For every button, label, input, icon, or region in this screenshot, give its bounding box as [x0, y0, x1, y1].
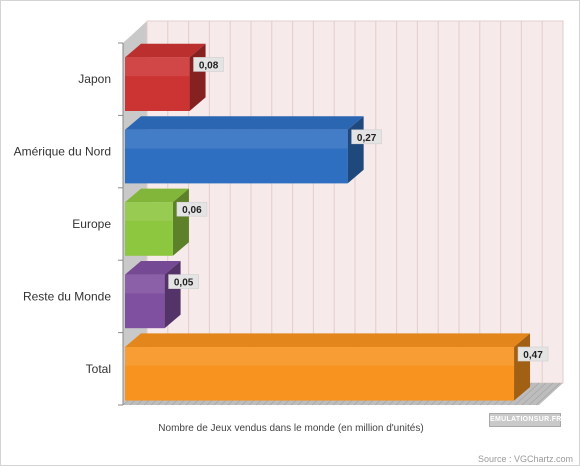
value-label-box — [176, 201, 208, 217]
value-label: 0,06 — [182, 205, 202, 216]
value-label: 0,08 — [199, 60, 219, 71]
bar-top-face — [125, 188, 189, 203]
floor-hatch — [535, 382, 561, 406]
source-note: Source : VGChartz.com — [477, 454, 573, 464]
floor-hatch — [528, 382, 554, 406]
category-label: Amérique du Nord — [14, 145, 111, 159]
bar-top-face — [125, 261, 181, 275]
floor-hatch — [521, 382, 547, 406]
watermark-logo: EMULATIONSUR.FR — [489, 413, 561, 427]
value-label-box — [351, 129, 382, 145]
bar-top-face — [125, 116, 364, 130]
floor-hatch — [514, 382, 540, 406]
x-axis-label: Nombre de Jeux vendus dans le monde (en … — [158, 423, 424, 434]
value-label: 0,05 — [174, 278, 194, 289]
category-label: Reste du Monde — [23, 289, 111, 303]
bar-highlight — [125, 202, 173, 221]
bar-highlight — [125, 347, 515, 366]
bar-highlight — [125, 274, 165, 294]
value-label-box — [168, 274, 199, 289]
category-label: Total — [86, 362, 111, 376]
bar-top-face — [125, 333, 531, 348]
bar-top-face — [125, 43, 206, 58]
value-label-box — [193, 57, 224, 72]
value-label: 0,47 — [523, 350, 543, 361]
bar-highlight — [125, 129, 348, 149]
category-label: Europe — [72, 217, 111, 231]
category-label: Japon — [78, 72, 111, 86]
value-label: 0,27 — [357, 133, 377, 144]
bar-highlight — [125, 57, 190, 77]
value-label-box — [517, 346, 549, 362]
